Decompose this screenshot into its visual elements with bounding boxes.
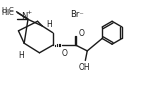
Text: O: O xyxy=(61,49,67,58)
Text: O: O xyxy=(79,29,84,38)
Text: H: H xyxy=(46,20,52,29)
Text: H₃C: H₃C xyxy=(2,7,15,13)
Text: OH: OH xyxy=(78,63,90,72)
Text: N: N xyxy=(21,12,27,21)
Text: Br⁻: Br⁻ xyxy=(70,10,84,19)
Text: H₃C: H₃C xyxy=(1,10,14,16)
Text: H: H xyxy=(18,51,24,60)
Text: +: + xyxy=(26,10,32,15)
